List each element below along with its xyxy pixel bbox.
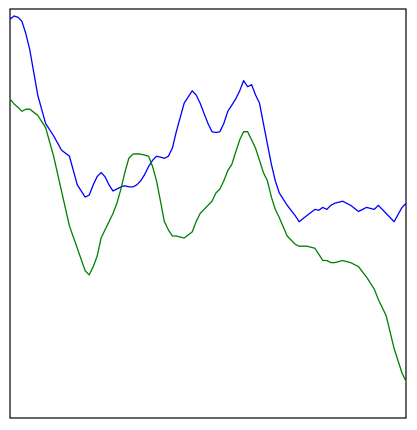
series-layer [9,15,407,382]
series-line-1 [9,15,407,223]
series-line-2 [9,98,407,382]
plot-area-frame [9,8,407,419]
